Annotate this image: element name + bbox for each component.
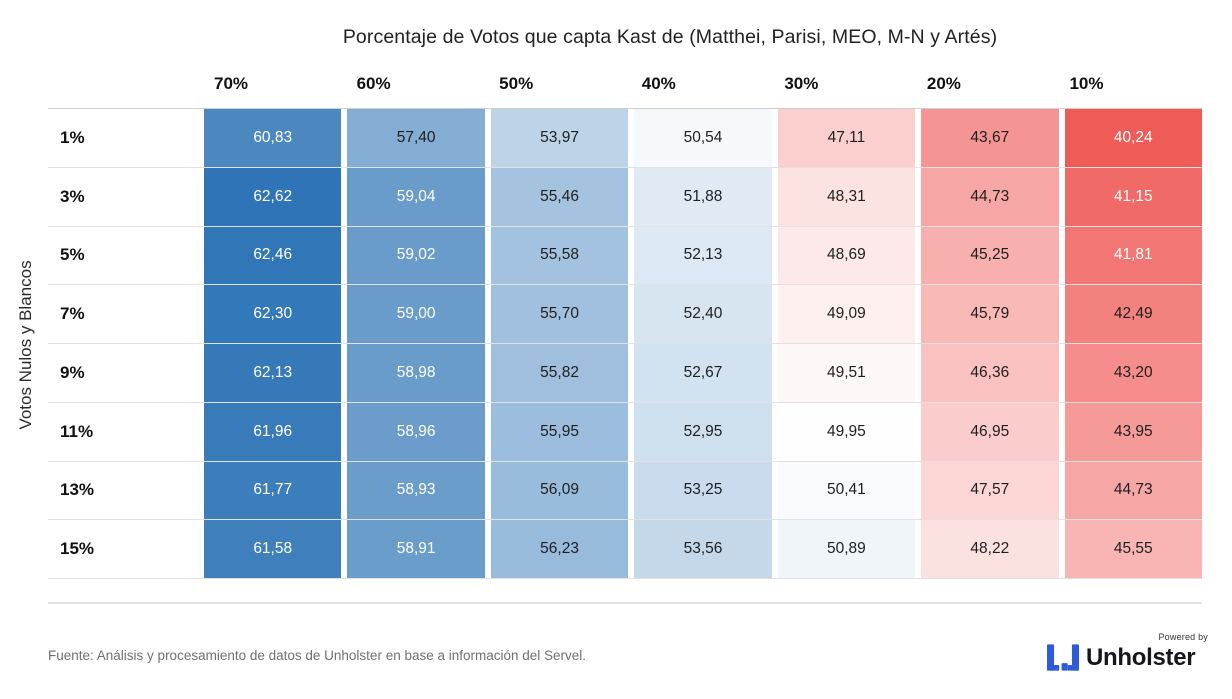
heatmap-cell: 56,23 [490, 520, 629, 578]
heatmap-cell: 40,24 [1064, 109, 1202, 167]
heatmap-cell: 62,30 [204, 285, 342, 343]
table-row: 1% 60,83 57,40 53,97 50,54 47,11 43,67 40,24 [48, 109, 1202, 168]
heatmap-cell: 55,70 [490, 285, 629, 343]
heatmap-cell: 61,77 [204, 461, 342, 520]
heatmap-cell: 60,83 [204, 109, 342, 167]
heatmap-cell: 53,56 [634, 520, 772, 578]
heatmap-cell: 53,25 [634, 461, 772, 520]
heatmap-cell: 56,09 [490, 461, 629, 520]
column-header: 20% [926, 74, 961, 93]
heatmap-grid: 1% 60,83 57,40 53,97 50,54 47,11 43,67 40,24 3% 6… [48, 108, 1202, 579]
bottom-rule [48, 602, 1202, 604]
heatmap-cell: 45,55 [1064, 520, 1202, 578]
table-row: 5% 62,46 59,02 55,58 52,13 48,69 45,25 41,81 [48, 226, 1202, 286]
heatmap-cell: 52,40 [634, 285, 772, 343]
row-label: 1% [60, 127, 85, 147]
column-header: 70% [214, 74, 249, 93]
heatmap-cell: 43,67 [921, 109, 1059, 167]
heatmap-cell: 47,11 [777, 109, 916, 167]
heatmap-cell: 51,88 [634, 167, 772, 226]
heatmap-cell: 59,02 [347, 226, 485, 285]
heatmap-cell: 58,98 [347, 344, 485, 402]
heatmap-cell: 52,67 [634, 344, 772, 402]
heatmap-cell: 44,73 [1064, 461, 1202, 520]
heatmap-cell: 55,95 [490, 402, 629, 461]
heatmap-cell: 48,22 [921, 520, 1059, 578]
heatmap-cell: 52,13 [634, 226, 772, 285]
heatmap-cell: 61,58 [204, 520, 342, 578]
column-header: 10% [1069, 74, 1104, 93]
table-row: 7% 62,30 59,00 55,70 52,40 49,09 45,79 42,49 [48, 285, 1202, 344]
heatmap-cell: 59,04 [347, 167, 485, 226]
heatmap-cell: 58,93 [347, 461, 485, 520]
column-header: 60% [356, 74, 391, 93]
heatmap-cell: 45,25 [921, 226, 1059, 285]
heatmap-cell: 59,00 [347, 285, 485, 343]
heatmap-cell: 43,20 [1064, 344, 1202, 402]
heatmap-cell: 55,58 [490, 226, 629, 285]
heatmap-cell: 48,69 [777, 226, 916, 285]
row-label: 7% [60, 304, 85, 324]
heatmap-cell: 55,82 [490, 344, 629, 402]
heatmap-cell: 48,31 [777, 167, 916, 226]
heatmap-cell: 41,81 [1064, 226, 1202, 285]
heatmap-cell: 46,36 [921, 344, 1059, 402]
heatmap-cell: 43,95 [1064, 402, 1202, 461]
heatmap-cell: 62,13 [204, 344, 342, 402]
row-label: 15% [60, 539, 95, 559]
heatmap-cell: 53,97 [490, 109, 629, 167]
heatmap-cell: 44,73 [921, 167, 1059, 226]
heatmap-cell: 49,09 [777, 285, 916, 343]
heatmap-cell: 47,57 [921, 461, 1059, 520]
column-header-row: 70% 60% 50% 40% 30% 20% 10% [48, 64, 1202, 108]
table-row: 3% 62,62 59,04 55,46 51,88 48,31 44,73 41,15 [48, 167, 1202, 227]
heatmap-cell: 62,46 [204, 226, 342, 285]
heatmap-cell: 46,95 [921, 402, 1059, 461]
heatmap-cell: 49,51 [777, 344, 916, 402]
y-axis-label: Votos Nulos y Blancos [16, 260, 35, 430]
powered-by-label: Powered by [1158, 632, 1208, 642]
heatmap-table: 70% 60% 50% 40% 30% 20% 10% 1% 60,83 57,40 53,97 5… [48, 64, 1202, 579]
heatmap-cell: 57,40 [347, 109, 485, 167]
heatmap-cell: 62,62 [204, 167, 342, 226]
heatmap-cell: 41,15 [1064, 167, 1202, 226]
column-header: 30% [784, 74, 819, 93]
heatmap-cell: 50,41 [777, 461, 916, 520]
column-header: 50% [499, 74, 534, 93]
brand-name: Unholster [1086, 643, 1196, 671]
row-label: 5% [60, 245, 85, 265]
heatmap-cell: 58,96 [347, 402, 485, 461]
table-row: 9% 62,13 58,98 55,82 52,67 49,51 46,36 43,20 [48, 344, 1202, 403]
source-note: Fuente: Análisis y procesamiento de dato… [48, 648, 587, 663]
heatmap-cell: 50,89 [777, 520, 916, 578]
heatmap-cell: 50,54 [634, 109, 772, 167]
table-row: 13% 61,77 58,93 56,09 53,25 50,41 47,57 44,73 [48, 461, 1202, 521]
column-header: 40% [641, 74, 676, 93]
table-row: 15% 61,58 58,91 56,23 53,56 50,89 48,22 45,55 [48, 520, 1202, 579]
row-label: 11% [60, 421, 94, 441]
unholster-logo-icon [1047, 644, 1079, 671]
chart-title: Porcentaje de Votos que capta Kast de (M… [342, 26, 998, 48]
heatmap-cell: 42,49 [1064, 285, 1202, 343]
row-label: 9% [60, 362, 85, 382]
heatmap-cell: 61,96 [204, 402, 342, 461]
table-row: 11% 61,96 58,96 55,95 52,95 49,95 46,95 43,95 [48, 402, 1202, 462]
row-label: 13% [60, 480, 95, 500]
row-label: 3% [60, 186, 85, 206]
heatmap-cell: 55,46 [490, 167, 629, 226]
brand-block: Powered by Unholster [1047, 632, 1212, 678]
heatmap-cell: 52,95 [634, 402, 772, 461]
heatmap-cell: 58,91 [347, 520, 485, 578]
heatmap-cell: 49,95 [777, 402, 916, 461]
heatmap-cell: 45,79 [921, 285, 1059, 343]
